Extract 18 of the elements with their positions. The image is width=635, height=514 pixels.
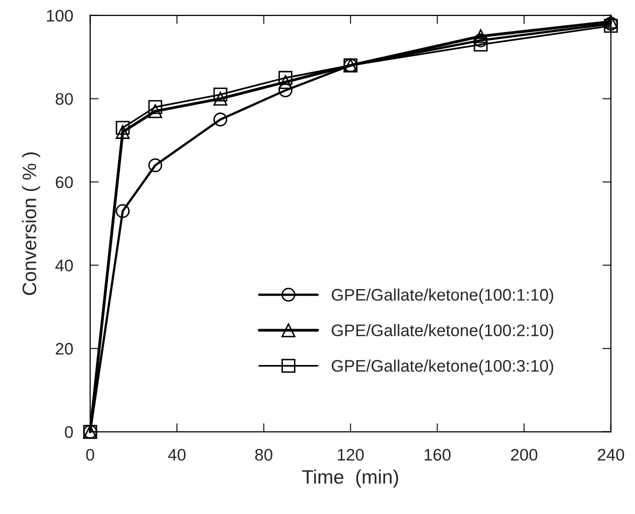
- legend-label: GPE/Gallate/ketone(100:1:10): [332, 288, 554, 304]
- x-tick-label: 0: [86, 448, 94, 461]
- y-tick-label: 0: [64, 426, 73, 438]
- y-tick-label: 80: [56, 93, 73, 105]
- x-tick-label: 120: [338, 448, 364, 461]
- legend-label: GPE/Gallate/ketone(100:2:10): [332, 324, 554, 340]
- x-tick-label: 240: [598, 448, 624, 461]
- y-tick-label: 40: [55, 260, 73, 272]
- y-axis-title: Conversion ( % ): [22, 152, 40, 295]
- x-axis-title: Time (min): [302, 470, 398, 488]
- y-tick-label: 20: [56, 342, 73, 355]
- legend-label: GPE/Gallate/ketone(100:3:10): [332, 360, 554, 376]
- x-tick-label: 80: [255, 448, 272, 461]
- y-tick-label: 60: [56, 176, 73, 188]
- x-tick-label: 40: [168, 448, 186, 461]
- y-tick-label: 100: [46, 10, 73, 22]
- x-tick-label: 160: [424, 448, 451, 461]
- x-tick-label: 200: [511, 448, 538, 461]
